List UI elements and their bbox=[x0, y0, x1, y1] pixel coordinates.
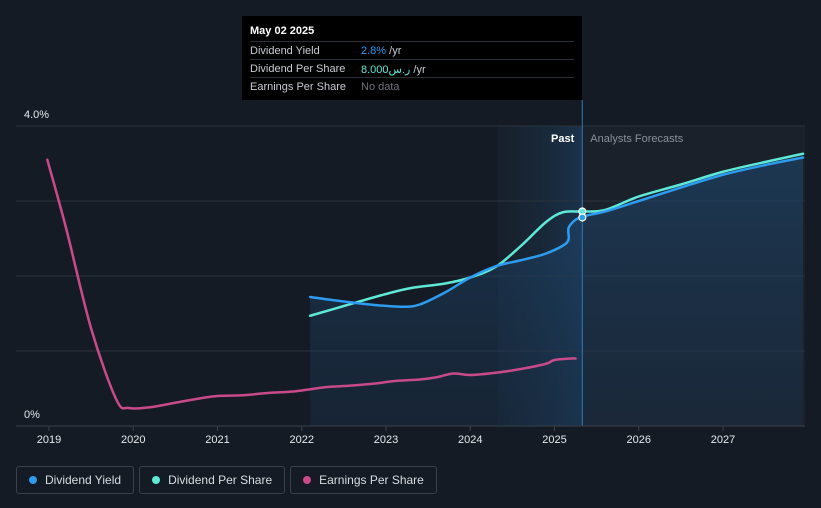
dividend-yield-area bbox=[310, 157, 804, 426]
forecast-label: Analysts Forecasts bbox=[590, 133, 683, 145]
tooltip: May 02 2025 Dividend Yield 2.8% /yr Divi… bbox=[242, 16, 582, 100]
legend-label: Earnings Per Share bbox=[319, 473, 424, 487]
tooltip-label: Dividend Yield bbox=[250, 45, 320, 57]
legend-label: Dividend Per Share bbox=[168, 473, 273, 487]
legend-item-dividend-per-share[interactable]: Dividend Per Share bbox=[139, 466, 286, 494]
y-tick-label: 0% bbox=[24, 409, 40, 421]
x-tick-label: 2020 bbox=[121, 434, 145, 446]
tooltip-value: 2.8% /yr bbox=[361, 45, 402, 57]
x-tick-label: 2025 bbox=[542, 434, 566, 446]
x-tick-label: 2023 bbox=[374, 434, 398, 446]
legend-dot-icon bbox=[303, 476, 312, 484]
legend-dot-icon bbox=[152, 476, 161, 484]
legend-dot-icon bbox=[29, 476, 37, 484]
tooltip-date: May 02 2025 bbox=[250, 25, 315, 37]
x-tick-label: 2022 bbox=[290, 434, 314, 446]
legend-label: Dividend Yield bbox=[45, 473, 122, 487]
x-tick-label: 2027 bbox=[711, 434, 735, 446]
tooltip-row-dividend-per-share: Dividend Per Share 8.000ر.س /yr bbox=[250, 59, 574, 78]
tooltip-value: No data bbox=[361, 81, 400, 93]
tooltip-value: 8.000ر.س /yr bbox=[361, 64, 426, 76]
y-tick-label: 4.0% bbox=[24, 109, 49, 121]
tooltip-row-earnings-per-share: Earnings Per Share No data bbox=[250, 77, 574, 96]
legend-item-dividend-yield[interactable]: Dividend Yield bbox=[16, 466, 135, 494]
series-line-earnings-per-share bbox=[46, 158, 577, 410]
legend-item-earnings-per-share[interactable]: Earnings Per Share bbox=[290, 466, 437, 494]
tooltip-row-dividend-yield: Dividend Yield 2.8% /yr bbox=[250, 41, 574, 60]
x-tick-label: 2021 bbox=[205, 434, 229, 446]
marker-dividend-yield bbox=[578, 213, 587, 222]
x-tick-label: 2019 bbox=[37, 434, 61, 446]
tooltip-label: Dividend Per Share bbox=[250, 63, 346, 75]
series-line-dividend-yield bbox=[308, 156, 805, 309]
series-line-dividend-per-share bbox=[308, 152, 805, 317]
legend: Dividend Yield Dividend Per Share Earnin… bbox=[16, 466, 437, 494]
x-tick-label: 2024 bbox=[458, 434, 482, 446]
x-tick-label: 2026 bbox=[627, 434, 651, 446]
past-label: Past bbox=[551, 133, 575, 145]
tooltip-label: Earnings Per Share bbox=[250, 81, 346, 93]
